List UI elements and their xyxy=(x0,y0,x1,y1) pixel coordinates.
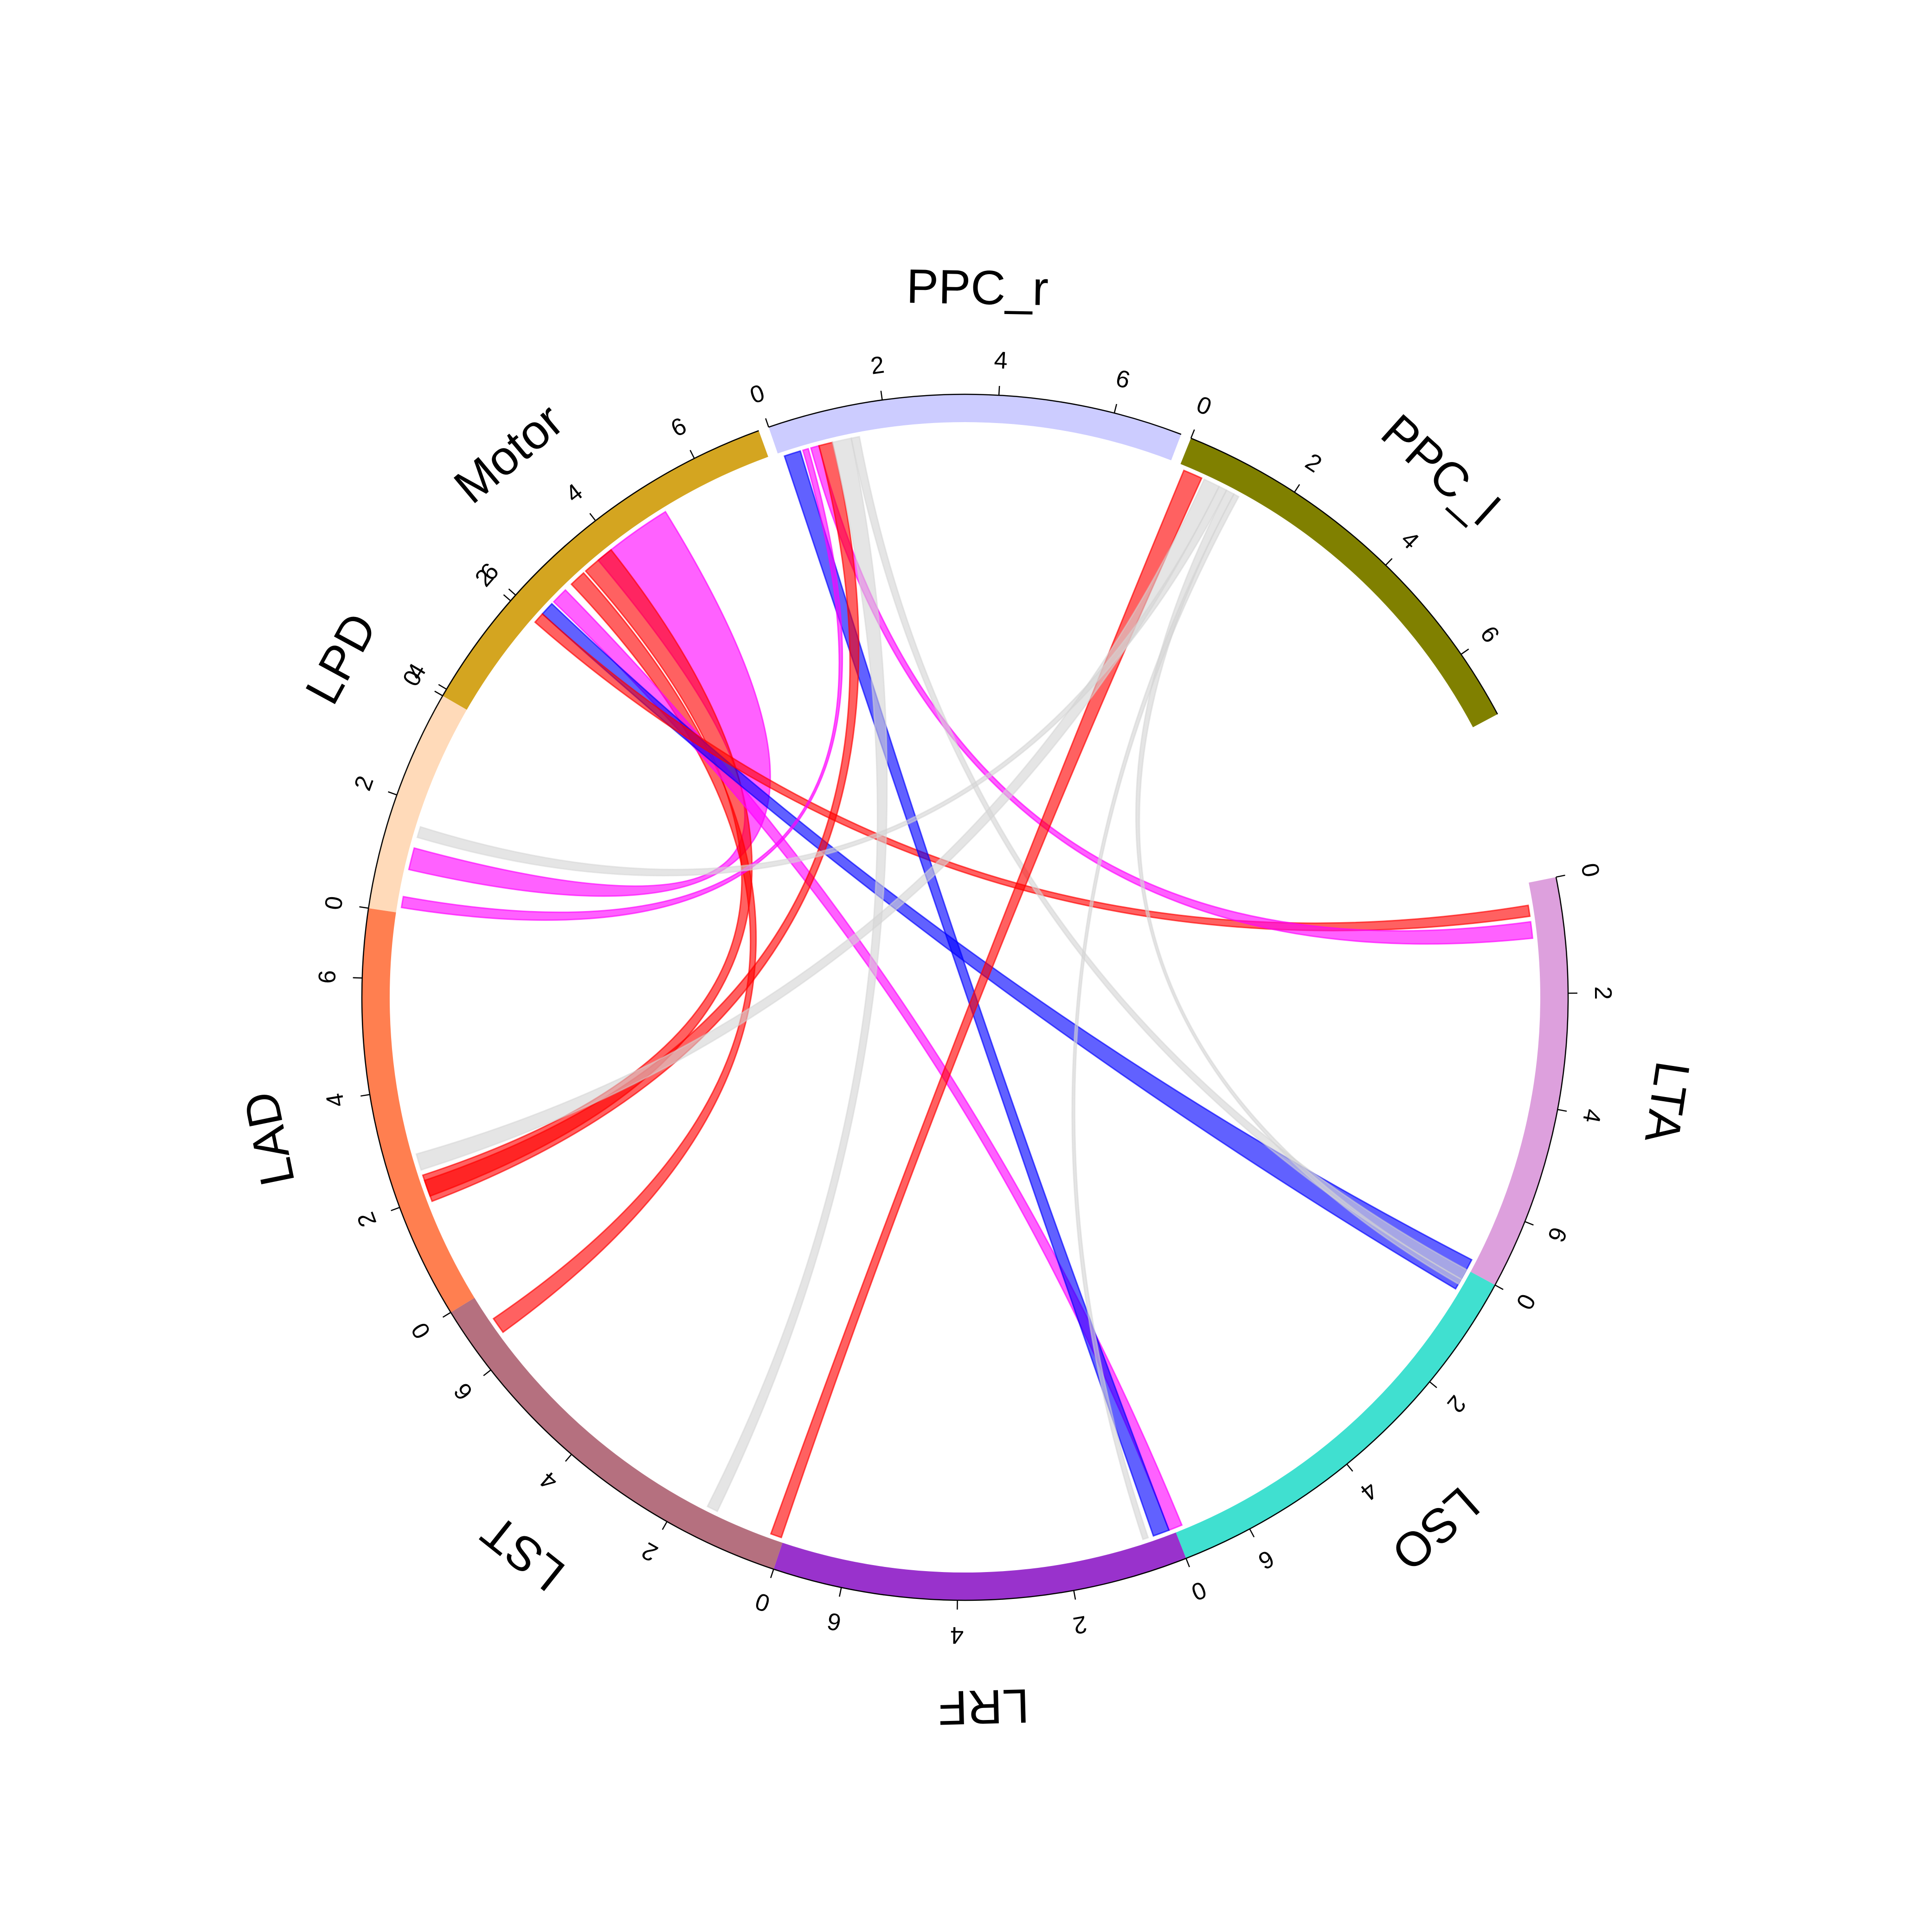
tick-label-lst-4: 4 xyxy=(535,1466,563,1496)
tick-label-lpd-0: 0 xyxy=(320,894,348,911)
tick-mark-ppc-l-4 xyxy=(1386,558,1392,565)
tick-label-lta-0: 0 xyxy=(1576,861,1605,879)
tick-label-lst-2: 2 xyxy=(637,1537,663,1567)
tick-label-lso-6: 6 xyxy=(1254,1545,1279,1575)
tick-mark-lrf-6 xyxy=(839,1587,841,1597)
links-layer xyxy=(401,436,1532,1539)
tick-label-lta-6: 6 xyxy=(1542,1223,1572,1245)
sector-label-lso: LSO xyxy=(1381,1477,1489,1581)
tick-label-lso-2: 2 xyxy=(1442,1390,1471,1418)
tick-label-lrf-2: 2 xyxy=(1071,1610,1089,1639)
tick-label-ppc-r-4: 4 xyxy=(993,347,1008,374)
tick-mark-lpd-0 xyxy=(359,907,368,908)
tick-label-motor-6: 6 xyxy=(667,412,691,443)
tick-mark-lad-4 xyxy=(360,1095,370,1096)
tick-mark-lst-6 xyxy=(483,1370,491,1375)
tick-mark-motor-4 xyxy=(590,513,595,521)
tick-mark-lpd-6 xyxy=(508,589,515,595)
tick-mark-lad-2 xyxy=(391,1207,400,1211)
tick-label-ppc-r-0: 0 xyxy=(746,379,768,409)
tick-mark-ppc-l-6 xyxy=(1461,649,1468,654)
tick-label-ppc-r-6: 6 xyxy=(1113,365,1132,394)
sector-label-lst: LST xyxy=(472,1504,574,1602)
link-ppc-r-to-lst-10 xyxy=(708,438,887,1511)
tick-mark-lso-6 xyxy=(1250,1529,1254,1537)
tick-mark-lad-0 xyxy=(443,1312,451,1317)
tick-label-lta-4: 4 xyxy=(1577,1107,1606,1125)
tick-label-lad-2: 2 xyxy=(352,1208,382,1230)
tick-mark-lst-2 xyxy=(663,1521,667,1529)
sector-label-lad: LAD xyxy=(234,1087,305,1190)
tick-mark-motor-0 xyxy=(435,691,443,696)
tick-mark-ppc-r-6 xyxy=(1114,404,1117,413)
tick-label-lrf-4: 4 xyxy=(950,1622,964,1649)
sector-label-lta: LTA xyxy=(1634,1058,1700,1147)
sector-label-motor: Motor xyxy=(444,393,573,514)
tick-mark-lso-4 xyxy=(1347,1464,1353,1471)
tick-mark-ppc-r-0 xyxy=(766,418,769,427)
tick-mark-lta-6 xyxy=(1525,1221,1534,1225)
tick-mark-lrf-0 xyxy=(1186,1559,1189,1567)
sector-label-ppc-r: PPC_r xyxy=(906,260,1049,316)
tick-label-lrf-6: 6 xyxy=(825,1607,843,1636)
tick-label-lrf-0: 0 xyxy=(1188,1576,1210,1606)
tick-mark-lso-0 xyxy=(1495,1285,1503,1290)
tick-label-ppc-l-6: 6 xyxy=(1475,622,1505,648)
tracks-layer xyxy=(362,394,1568,1600)
tick-mark-motor-6 xyxy=(690,450,695,458)
tick-mark-lso-2 xyxy=(1430,1382,1437,1388)
tick-mark-lpd-4 xyxy=(438,685,446,689)
tick-label-ppc-l-2: 2 xyxy=(1300,448,1326,478)
tick-label-ppc-l-4: 4 xyxy=(1396,526,1424,555)
tick-mark-ppc-l-2 xyxy=(1294,484,1300,492)
tick-label-ppc-r-2: 2 xyxy=(869,351,886,379)
tick-label-lad-6: 6 xyxy=(314,970,341,984)
tick-mark-lrf-2 xyxy=(1074,1591,1075,1600)
tick-label-lad-0: 0 xyxy=(406,1318,436,1343)
tick-mark-lta-4 xyxy=(1557,1110,1567,1111)
tick-label-lpd-2: 2 xyxy=(349,772,379,794)
tick-mark-lpd-2 xyxy=(388,792,397,795)
tick-label-lta-2: 2 xyxy=(1589,986,1616,1000)
tick-mark-ppc-l-0 xyxy=(1191,430,1194,438)
tick-label-motor-4: 4 xyxy=(560,478,587,508)
tick-label-ppc-l-0: 0 xyxy=(1193,391,1216,421)
tick-label-lst-0: 0 xyxy=(752,1587,773,1617)
sector-label-lpd: LPD xyxy=(295,604,387,712)
tick-label-lso-0: 0 xyxy=(1511,1290,1541,1314)
tick-label-lso-4: 4 xyxy=(1355,1476,1383,1506)
sector-label-ppc-l: PPC_l xyxy=(1371,404,1509,535)
tick-label-lst-6: 6 xyxy=(449,1378,478,1405)
sector-label-lrf: LRF xyxy=(937,1679,1029,1735)
tick-mark-lst-4 xyxy=(566,1454,572,1461)
tick-label-lad-4: 4 xyxy=(321,1091,350,1109)
tick-mark-ppc-r-2 xyxy=(881,391,882,400)
tick-mark-lst-0 xyxy=(771,1569,773,1578)
link-ppc-l-to-lrf-16 xyxy=(1072,494,1239,1540)
tick-mark-motor-2 xyxy=(503,595,510,601)
sector-band-lpd xyxy=(368,546,584,912)
tick-mark-lta-0 xyxy=(1556,875,1565,877)
sector-band-lrf xyxy=(774,1533,1186,1600)
